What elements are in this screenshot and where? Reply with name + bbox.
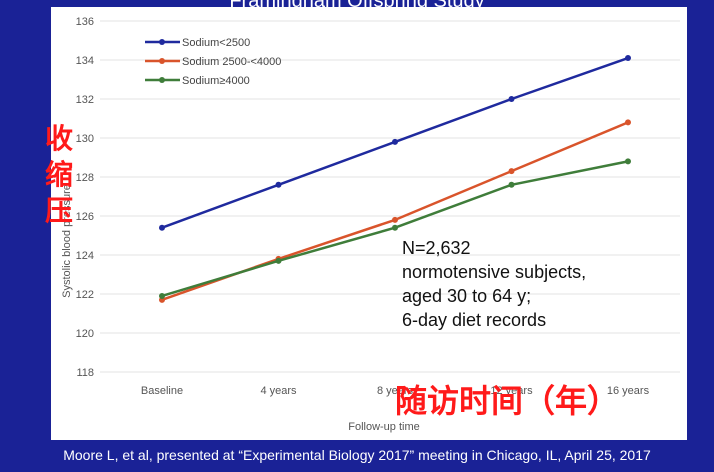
data-point — [392, 224, 398, 231]
y-tick-label: 126 — [76, 211, 94, 223]
legend-marker — [159, 39, 165, 45]
x-axis-ticks: Baseline 4 years 8 years 12 years 16 years — [141, 385, 650, 397]
data-point — [275, 257, 282, 264]
y-tick-label: 118 — [76, 367, 94, 379]
data-point — [625, 55, 631, 62]
x-tick-label: 4 years — [260, 385, 297, 397]
cn-ylabel-char: 收 — [45, 122, 74, 155]
legend-marker — [159, 77, 165, 83]
legend: Sodium<2500 Sodium 2500-<4000 Sodium≥4000 — [145, 37, 281, 87]
y-tick-label: 136 — [76, 16, 94, 28]
data-point — [625, 119, 631, 126]
y-axis-label: Systolic blood pressure — [61, 184, 73, 298]
cn-ylabel-char: 缩 — [45, 158, 74, 191]
legend-label: Sodium<2500 — [182, 37, 250, 49]
data-point — [508, 168, 515, 175]
series-lines — [159, 55, 631, 303]
chinese-y-axis-label: 收 缩 压 — [45, 121, 74, 229]
chinese-x-axis-label: 随访时间（年） — [395, 382, 620, 420]
slide-title: Framingham Offspring Study — [229, 0, 485, 12]
data-point — [625, 158, 631, 165]
x-axis-label: Follow-up time — [348, 421, 420, 433]
y-tick-label: 120 — [76, 328, 94, 340]
note-line: normotensive subjects, — [402, 262, 587, 282]
study-note: N=2,632 normotensive subjects, aged 30 t… — [402, 236, 642, 332]
gridlines — [100, 20, 680, 373]
data-point — [508, 96, 515, 102]
legend-marker — [159, 58, 165, 64]
y-tick-label: 132 — [76, 94, 94, 106]
x-tick-label: 16 years — [607, 385, 650, 397]
y-tick-label: 124 — [76, 250, 94, 262]
data-point — [275, 181, 282, 188]
cn-ylabel-char: 压 — [45, 194, 74, 227]
legend-label: Sodium 2500-<4000 — [182, 56, 281, 68]
data-point — [159, 292, 165, 299]
citation: Moore L, et al, presented at “Experiment… — [63, 447, 651, 463]
note-line: N=2,632 — [402, 238, 471, 258]
x-tick-label: Baseline — [141, 385, 183, 397]
y-axis-ticks: 118 120 122 124 126 128 130 132 134 136 — [76, 16, 94, 379]
legend-label: Sodium≥4000 — [182, 75, 250, 87]
y-tick-label: 128 — [76, 172, 94, 184]
x-tick-label: 12 years — [490, 385, 533, 397]
data-point — [159, 224, 165, 231]
y-tick-label: 122 — [76, 289, 94, 301]
data-point — [392, 138, 398, 145]
data-point — [508, 181, 515, 188]
note-line: 6-day diet records — [402, 310, 547, 330]
y-tick-label: 134 — [76, 55, 94, 67]
x-tick-label: 8 years — [377, 385, 414, 397]
note-line: aged 30 to 64 y; — [402, 286, 532, 306]
y-tick-label: 130 — [76, 133, 94, 145]
data-point — [392, 216, 398, 223]
